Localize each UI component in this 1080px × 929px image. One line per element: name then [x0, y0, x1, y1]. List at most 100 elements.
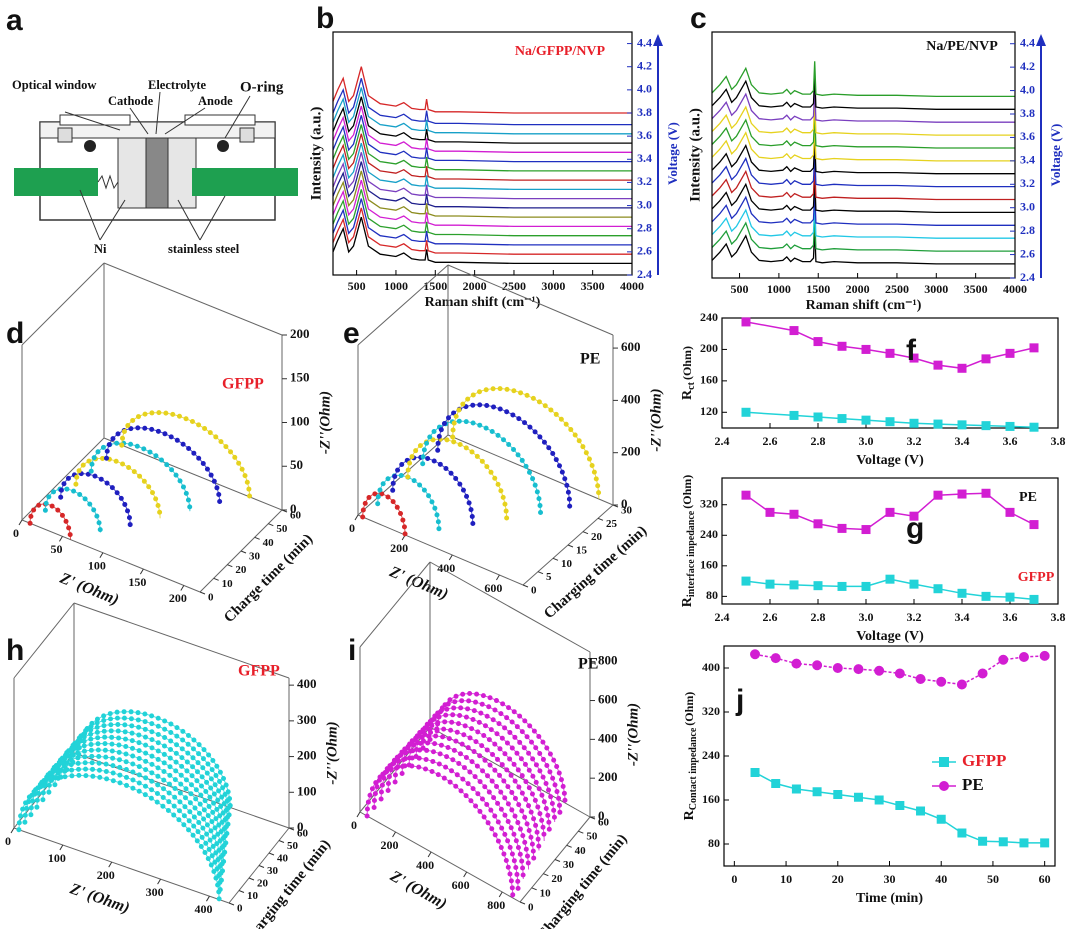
y2-axis-label: Voltage (V) [665, 122, 680, 185]
spectrum-curve [711, 87, 1015, 123]
y-tick-label: 240 [700, 310, 718, 324]
y-axis-label-sub: ct [686, 381, 697, 389]
y-axis-label: Rinterface impedance(Ohm) [680, 475, 698, 608]
y-tick-label: 400 [702, 660, 720, 674]
marker [812, 787, 822, 797]
x-tick-label: 3.6 [1003, 610, 1018, 624]
marker [741, 317, 751, 327]
z-tick-label: 0 [297, 819, 304, 834]
impedance-arc-dots [52, 734, 229, 847]
t-tick [258, 865, 265, 868]
t-tick [238, 890, 245, 893]
x-tick-label: 20 [832, 872, 844, 886]
y-tick-label: 160 [700, 558, 718, 572]
impedance-arc-dots [420, 705, 558, 825]
spectrum-curve [711, 138, 1015, 175]
marker [933, 360, 943, 370]
t-tick [278, 840, 285, 843]
t-tick-label: 30 [267, 865, 279, 877]
marker [789, 580, 799, 590]
x-tick-label: 1000 [767, 282, 791, 296]
annotation: PE [1019, 490, 1037, 505]
panel-letter: g [906, 512, 924, 545]
z-tick-label: 50 [290, 457, 303, 472]
box-edge [13, 827, 230, 904]
t-tick-label: 30 [563, 859, 575, 871]
diagram-label: Electrolyte [148, 78, 207, 92]
marker [998, 654, 1009, 665]
impedance-arc-dots [364, 763, 516, 901]
diagram-label: Ni [94, 242, 107, 256]
x-tick-label: 60 [1039, 872, 1051, 886]
x-tick-label: 100 [88, 558, 106, 572]
x-tick-label: 4000 [1003, 282, 1027, 296]
spectrum-curve [332, 115, 632, 163]
x-tick-label: 400 [416, 858, 434, 872]
y2-axis-label: Voltage (V) [1048, 124, 1063, 187]
t-tick [543, 873, 549, 877]
diagram-label: stainless steel [168, 242, 240, 256]
diagram-label: Cathode [108, 94, 154, 108]
plot-frame [711, 31, 1016, 279]
x-tick-label: 200 [97, 868, 115, 882]
marker [837, 341, 847, 351]
y-tick-label: 200 [700, 341, 718, 355]
y-tick-label: 120 [700, 404, 718, 418]
y2-tick-label: 2.4 [637, 267, 652, 281]
box-edge [73, 752, 290, 829]
x-tick-label: 300 [146, 885, 164, 899]
marker [998, 837, 1008, 847]
marker [916, 806, 926, 816]
z-axis-label: -Z''(Ohm) [625, 703, 641, 766]
x-tick-label: 2500 [502, 279, 526, 293]
plot-frame [721, 477, 1059, 605]
panel-letter: d [6, 317, 24, 350]
legend-marker [939, 781, 949, 791]
y2-tick-label: 3.2 [1020, 176, 1035, 190]
t-tick [248, 877, 255, 881]
t-tick-label: 25 [606, 518, 618, 530]
marker [874, 795, 884, 805]
panel-letter: j [735, 684, 744, 717]
t-tick-label: 60 [598, 817, 610, 829]
y2-tick-label: 3.8 [637, 105, 652, 119]
marker [791, 784, 801, 794]
x-tick-label: 100 [48, 851, 66, 865]
marker [1029, 422, 1039, 432]
impedance-arc-dots [434, 690, 568, 806]
y2-tick-label: 3.6 [1020, 129, 1035, 143]
y2-tick-label: 4.2 [637, 58, 652, 72]
x-tick [356, 811, 361, 818]
window-clamp [59, 114, 131, 126]
t-tick-label: 10 [247, 890, 259, 902]
y-axis-label: Intensity (a.u.) [308, 107, 324, 201]
x-tick-label: 600 [452, 878, 470, 892]
t-tick [227, 564, 233, 568]
spectrum-curve [711, 112, 1015, 149]
impedance-arc-dots [119, 410, 253, 500]
panel-letter: f [906, 334, 917, 367]
y2-tick-label: 4.4 [637, 35, 652, 49]
t-tick-label: 5 [546, 571, 552, 583]
o-ring [84, 140, 96, 152]
y2-tick-label: 3.0 [637, 197, 652, 211]
t-tick [268, 523, 274, 527]
x-tick-label: 0 [13, 526, 19, 540]
voltage-arrowhead [653, 34, 663, 46]
z-tick-label: 400 [598, 730, 618, 745]
spectrum-curve [332, 179, 632, 228]
y-axis-label: Rct(Ohm) [680, 346, 698, 400]
marker [833, 790, 843, 799]
x-tick-label: 500 [731, 282, 749, 296]
impedance-arc-line [437, 404, 571, 507]
y2-tick-label: 4.4 [1020, 35, 1035, 49]
spectrum-curve [332, 142, 632, 191]
x-tick-label: 3000 [924, 282, 948, 296]
box-edge [447, 434, 614, 506]
impedance-arc-dots [88, 440, 193, 514]
diagram-label: Optical window [12, 78, 96, 92]
t-tick [254, 536, 260, 540]
t-tick-label: 20 [257, 878, 269, 890]
x-axis-label: Raman shift (cm⁻¹) [425, 295, 541, 310]
marker [832, 663, 843, 673]
